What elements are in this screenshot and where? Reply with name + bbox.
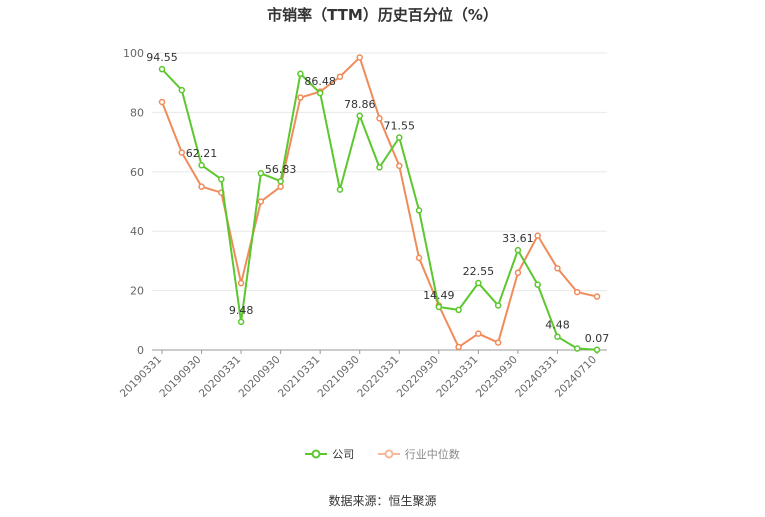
data-point-company xyxy=(277,177,284,185)
x-tick-label: 20210930 xyxy=(316,354,362,400)
data-point-industry-median xyxy=(455,343,462,351)
data-point-industry-median xyxy=(415,254,423,262)
data-point-company xyxy=(158,65,166,73)
y-tick-label: 60 xyxy=(130,166,144,179)
x-tick-label: 20220930 xyxy=(395,354,441,400)
data-label: 9.48 xyxy=(229,304,254,317)
data-label: 4.48 xyxy=(545,319,570,332)
data-point-company xyxy=(573,345,581,352)
data-point-company xyxy=(257,170,265,177)
data-point-company xyxy=(218,175,225,183)
data-point-industry-median xyxy=(277,183,284,190)
data-point-company xyxy=(297,70,304,78)
data-point-industry-median xyxy=(475,330,482,337)
data-point-company xyxy=(336,186,344,193)
data-point-company xyxy=(455,306,462,314)
data-label: 14.49 xyxy=(423,289,455,302)
data-label: 62.21 xyxy=(186,147,218,160)
data-point-industry-median xyxy=(356,54,363,61)
legend-swatch-industry-median xyxy=(377,449,400,459)
x-tick-label: 20190331 xyxy=(118,354,164,400)
data-point-company xyxy=(494,302,502,309)
data-point-company xyxy=(593,346,601,354)
data-point-company xyxy=(415,207,423,214)
data-point-company xyxy=(554,333,561,340)
data-point-industry-median xyxy=(336,73,344,81)
data-point-company xyxy=(178,86,186,94)
legend-swatch-company xyxy=(305,449,328,459)
data-point-company xyxy=(376,164,383,171)
x-tick-label: 20190930 xyxy=(157,354,203,400)
data-point-industry-median xyxy=(534,232,541,239)
y-tick-label: 40 xyxy=(130,225,144,238)
data-label: 33.61 xyxy=(502,232,534,245)
data-point-industry-median xyxy=(376,115,383,122)
x-tick-label: 20220331 xyxy=(355,354,401,400)
data-point-company xyxy=(475,279,482,287)
data-label: 78.86 xyxy=(344,98,376,111)
data-point-company xyxy=(435,303,443,311)
x-tick-label: 20200331 xyxy=(197,354,243,400)
legend-item-industry-median[interactable]: 行业中位数 xyxy=(377,446,460,462)
data-point-industry-median xyxy=(178,149,186,156)
data-label: 94.55 xyxy=(146,51,178,64)
data-label: 71.55 xyxy=(384,119,416,132)
x-tick-label: 20230331 xyxy=(434,354,480,400)
chart-title: 市销率（TTM）历史百分位（%） xyxy=(267,6,498,24)
data-point-industry-median xyxy=(573,288,581,296)
data-label: 56.83 xyxy=(265,163,297,176)
data-point-industry-median xyxy=(554,265,561,272)
data-point-company xyxy=(356,112,363,120)
series-line-industry-median xyxy=(161,56,598,349)
data-point-industry-median xyxy=(237,279,245,287)
y-tick-label: 80 xyxy=(130,106,144,119)
data-label: 0.07 xyxy=(585,332,610,345)
legend: 公司 行业中位数 xyxy=(0,446,765,462)
data-point-industry-median xyxy=(257,198,265,205)
y-tick-label: 100 xyxy=(123,47,144,60)
data-point-company xyxy=(198,161,205,169)
data-point-industry-median xyxy=(198,183,205,190)
data-point-company xyxy=(396,134,403,141)
data-point-industry-median xyxy=(396,162,403,170)
legend-label-company: 公司 xyxy=(332,448,355,461)
data-label: 86.48 xyxy=(304,75,336,88)
x-tick-label: 20200930 xyxy=(236,354,282,400)
x-tick-label: 20240331 xyxy=(513,354,559,400)
data-point-industry-median xyxy=(494,339,502,346)
data-label: 22.55 xyxy=(463,265,495,278)
x-tick-label: 20210331 xyxy=(276,354,322,400)
data-point-industry-median xyxy=(514,269,522,277)
data-point-industry-median xyxy=(158,98,166,106)
data-point-industry-median xyxy=(297,94,304,101)
source-note: 数据来源：恒生聚源 xyxy=(328,494,437,508)
legend-item-company[interactable]: 公司 xyxy=(305,446,354,462)
y-tick-label: 20 xyxy=(130,285,144,298)
data-point-industry-median xyxy=(593,293,601,300)
x-tick-label: 20240710 xyxy=(553,354,599,400)
x-tick-label: 20230930 xyxy=(474,354,520,400)
data-point-company xyxy=(534,281,541,288)
legend-label-industry-median: 行业中位数 xyxy=(404,448,460,461)
data-point-company xyxy=(316,89,324,97)
data-point-company xyxy=(514,246,522,254)
data-point-company xyxy=(237,318,245,326)
series-line-company xyxy=(161,68,598,351)
y-tick-label: 0 xyxy=(137,344,144,357)
